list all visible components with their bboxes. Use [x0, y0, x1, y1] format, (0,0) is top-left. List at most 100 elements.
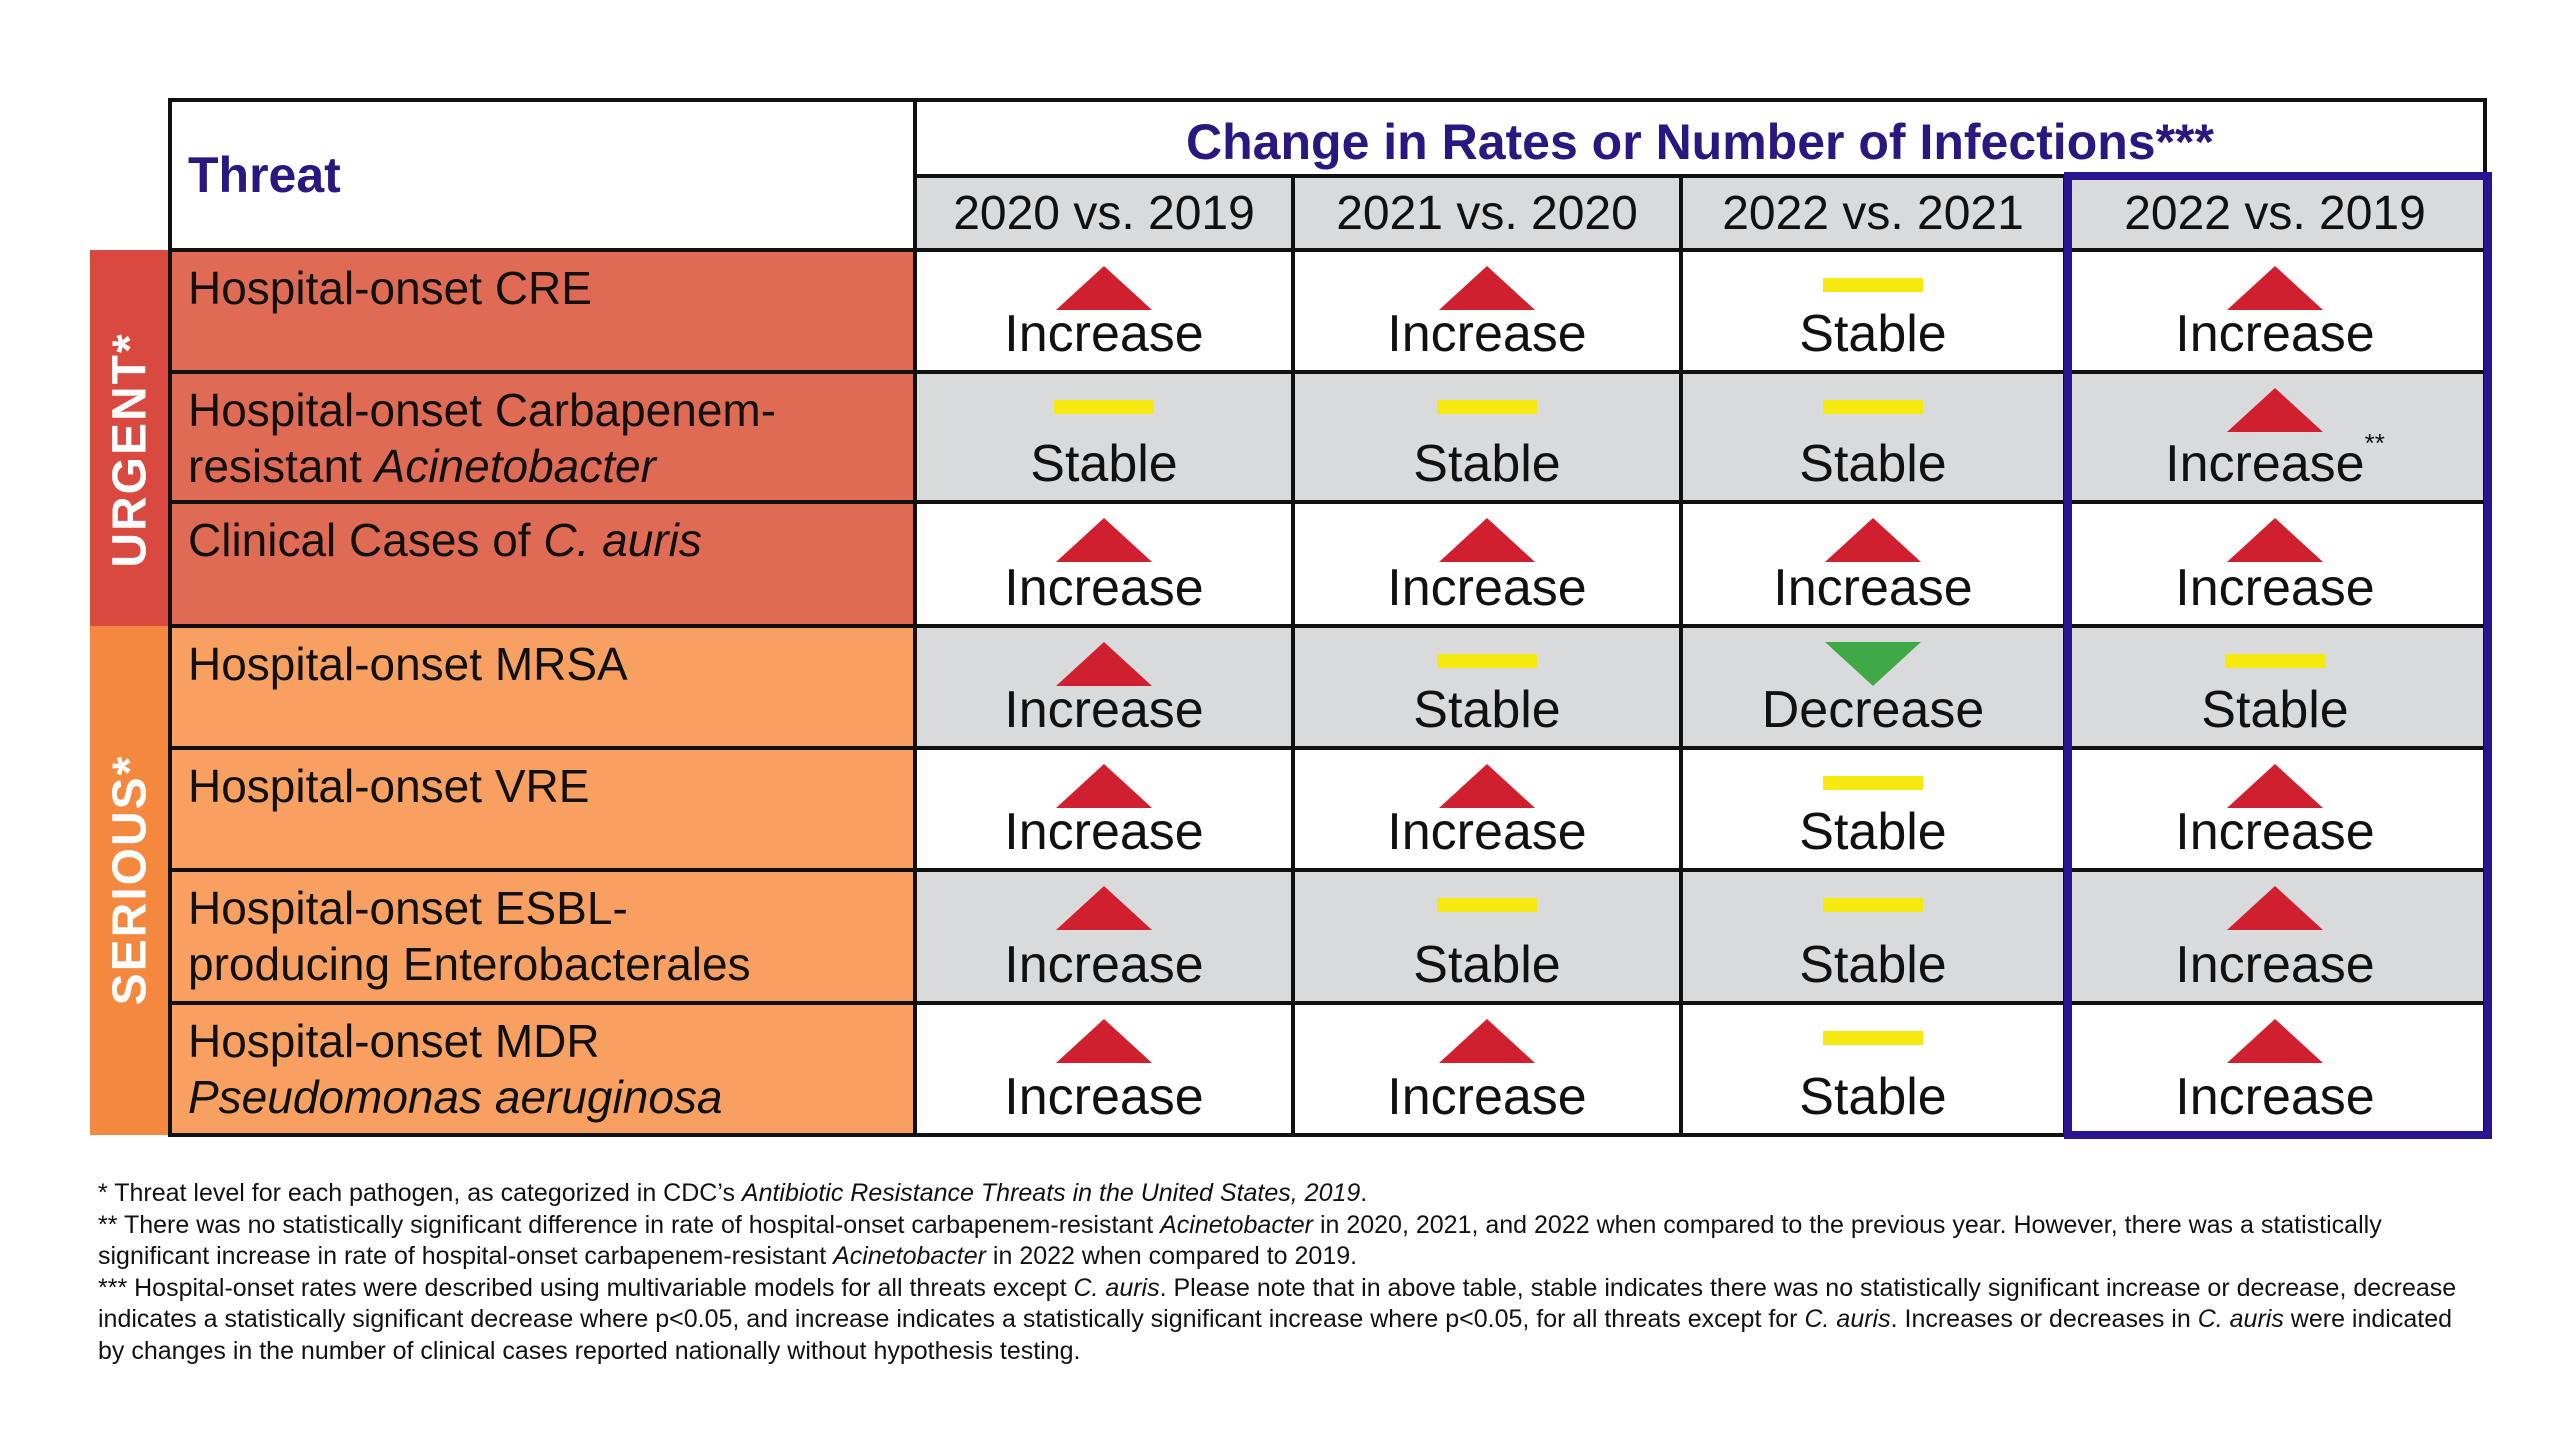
stable-dash-icon [1437, 400, 1537, 414]
status-label: Stable [2201, 681, 2349, 739]
increase-triangle-icon [2227, 886, 2323, 930]
status-cell: Stable [2065, 626, 2485, 748]
status-label: Increase [2175, 305, 2375, 363]
column-divider [1291, 174, 1295, 1137]
serious-band [90, 626, 170, 1135]
increase-triangle-icon [2227, 1019, 2323, 1063]
status-label: Increase [1004, 936, 1204, 994]
threat-name-part: producing Enterobacterales [188, 938, 751, 990]
threat-name-clinical-cases-of-c-auris: Clinical Cases of C. auris [170, 502, 915, 626]
threat-name-part: Hospital-onset ESBL- [188, 882, 628, 934]
status-cell: Stable [1681, 372, 2065, 502]
stable-dash-icon [1054, 400, 1154, 414]
status-cell: Increase [915, 870, 1293, 1003]
status-label: Increase [2175, 1068, 2375, 1126]
threat-name-part: Hospital-onset Carbapenem- [188, 384, 777, 436]
threat-name-part: resistant [188, 440, 375, 492]
decrease-triangle-icon [1825, 642, 1921, 686]
increase-triangle-icon [1056, 266, 1152, 310]
status-label: Stable [1799, 1068, 1947, 1126]
status-label: Increase [1004, 681, 1204, 739]
row-divider [168, 500, 2487, 504]
threat-name-part: Hospital-onset VRE [188, 760, 590, 812]
increase-triangle-icon [1825, 518, 1921, 562]
threat-name-part: Hospital-onset CRE [188, 262, 592, 314]
status-cell: Stable [1293, 626, 1681, 748]
status-cell: Increase [1293, 1003, 1681, 1135]
row-divider [168, 248, 2487, 252]
column-header-2020-vs-2019: 2020 vs. 2019 [915, 176, 1293, 250]
status-label: Increase [1387, 803, 1587, 861]
row-divider [168, 1133, 2487, 1137]
row-divider [168, 624, 2487, 628]
status-label: Increase [2175, 803, 2375, 861]
table-border-top [168, 98, 2487, 102]
increase-triangle-icon [1439, 266, 1535, 310]
footnote-marker: ** [2364, 428, 2385, 458]
stable-dash-icon [1823, 776, 1923, 790]
threat-name-part: C. auris [543, 514, 702, 566]
status-cell: Decrease [1681, 626, 2065, 748]
column-divider [1679, 174, 1683, 1137]
status-label: Increase [1004, 1068, 1204, 1126]
threat-column-header: Threat [170, 100, 915, 250]
status-cell: Increase [1293, 748, 1681, 870]
footnotes: * Threat level for each pathogen, as cat… [98, 1178, 2478, 1367]
divider-threat [913, 98, 917, 1137]
increase-triangle-icon [1439, 518, 1535, 562]
status-cell: Increase [2065, 870, 2485, 1003]
status-label: Increase [1387, 559, 1587, 617]
status-cell: Increase [2065, 1003, 2485, 1135]
column-header-2022-vs-2021: 2022 vs. 2021 [1681, 176, 2065, 250]
threat-name-hospital-onset-mrsa: Hospital-onset MRSA [170, 626, 915, 748]
status-label: Stable [1413, 435, 1561, 493]
status-cell: Increase [915, 250, 1293, 372]
status-label: Stable [1030, 435, 1178, 493]
threat-name-part: Hospital-onset MDR [188, 1015, 600, 1067]
threat-name-hospital-onset-vre: Hospital-onset VRE [170, 748, 915, 870]
threat-name-part: Acinetobacter [374, 440, 656, 492]
increase-triangle-icon [1056, 886, 1152, 930]
stable-dash-icon [2225, 654, 2325, 668]
highlight-2022-vs-2019-column [2064, 172, 2492, 1139]
status-cell: Stable [1681, 870, 2065, 1003]
table-border-left [168, 98, 172, 1137]
stable-dash-icon [1823, 278, 1923, 292]
threat-name-hospital-onset-carbapenem-resistant-acinetobacter: Hospital-onset Carbapenem-resistant Acin… [170, 372, 915, 502]
status-label: Increase [1387, 1068, 1587, 1126]
status-cell: Stable [1681, 250, 2065, 372]
divider-change-header [913, 174, 2487, 178]
increase-triangle-icon [2227, 764, 2323, 808]
status-label: Increase [1387, 305, 1587, 363]
stable-dash-icon [1823, 400, 1923, 414]
stable-dash-icon [1437, 898, 1537, 912]
status-label: Increase** [2165, 428, 2385, 493]
status-cell: Increase [915, 502, 1293, 626]
row-divider [168, 370, 2487, 374]
stable-dash-icon [1823, 1031, 1923, 1045]
increase-triangle-icon [1056, 1019, 1152, 1063]
increase-triangle-icon [2227, 266, 2323, 310]
status-cell: Increase [2065, 250, 2485, 372]
status-label: Decrease [1761, 681, 1985, 739]
urgent-category-label: URGENT* [103, 332, 157, 568]
status-label: Stable [1799, 305, 1947, 363]
status-cell: Increase [2065, 502, 2485, 626]
status-cell: Increase [1293, 502, 1681, 626]
serious-category-label: SERIOUS* [103, 754, 157, 1006]
status-label: Stable [1799, 936, 1947, 994]
urgent-band [90, 250, 170, 626]
increase-triangle-icon [2227, 388, 2323, 432]
threat-name-hospital-onset-cre: Hospital-onset CRE [170, 250, 915, 372]
row-divider [168, 1001, 2487, 1005]
status-label: Stable [1413, 681, 1561, 739]
footnote-threat-level: * Threat level for each pathogen, as cat… [98, 1179, 1368, 1207]
row-divider [168, 746, 2487, 750]
stable-dash-icon [1437, 654, 1537, 668]
status-cell: Increase [2065, 748, 2485, 870]
threat-name-hospital-onset-esbl-producing-enterobacterales: Hospital-onset ESBL-producing Enterobact… [170, 870, 915, 1003]
threat-name-hospital-onset-mdr-pseudomonas-aeruginosa: Hospital-onset MDR Pseudomonas aeruginosa [170, 1003, 915, 1135]
status-label: Increase [1004, 803, 1204, 861]
status-label: Increase [1004, 559, 1204, 617]
